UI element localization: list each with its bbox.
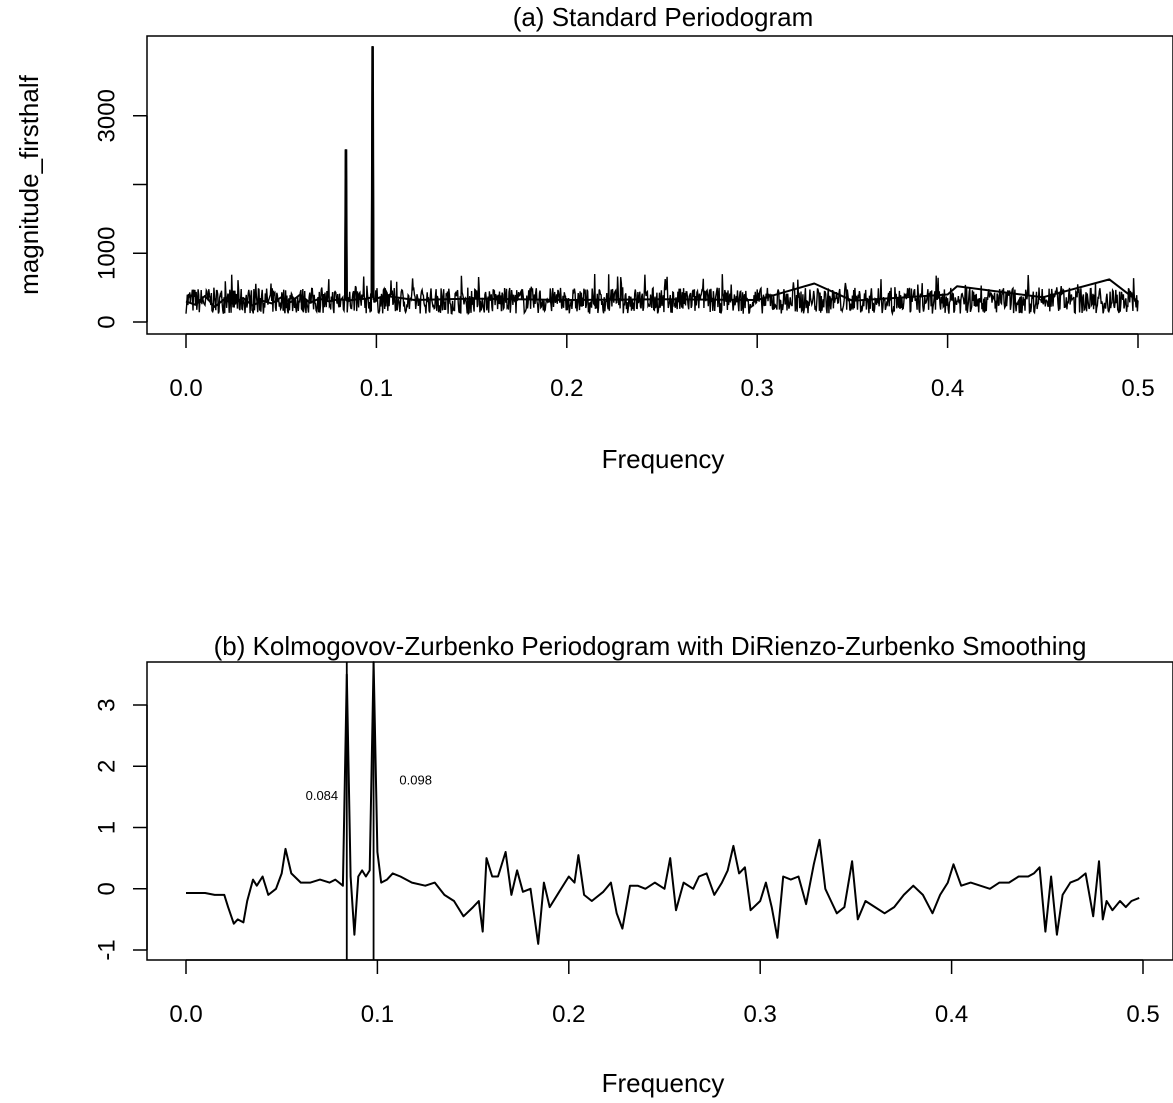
y-tick-label: 0 bbox=[93, 315, 120, 328]
x-tick-label: 0.3 bbox=[744, 1001, 777, 1028]
peak-annotation: 0.084 bbox=[306, 788, 339, 803]
series-line bbox=[186, 661, 1140, 945]
panel-b-annotations: 0.084 0.098 bbox=[306, 773, 432, 803]
x-tick-label: 0.4 bbox=[935, 1001, 968, 1028]
y-tick-label: 2 bbox=[93, 760, 120, 773]
x-tick-label: 0.2 bbox=[552, 1001, 585, 1028]
x-tick-label: 0.5 bbox=[1121, 375, 1154, 402]
y-tick-label: 1 bbox=[93, 821, 120, 834]
y-tick-label: 0 bbox=[93, 882, 120, 895]
panel-a-y-axis-title: magnitude_firsthalf bbox=[14, 74, 44, 294]
panel-a-plot-frame bbox=[146, 35, 1173, 335]
panel-a-series bbox=[185, 46, 1139, 317]
panel-a-x-axis: 0.0 0.1 0.2 0.3 0.4 0.5 bbox=[169, 333, 1155, 402]
y-tick-label: 1000 bbox=[93, 227, 120, 280]
x-tick-label: 0.2 bbox=[550, 375, 583, 402]
x-tick-label: 0.3 bbox=[741, 375, 774, 402]
panel-b-x-axis: 0.0 0.1 0.2 0.3 0.4 0.5 bbox=[169, 959, 1160, 1028]
x-tick-label: 0.0 bbox=[169, 375, 202, 402]
panel-b-title: (b) Kolmogovov-Zurbenko Periodogram with… bbox=[214, 631, 1087, 661]
panel-b-x-axis-title: Frequency bbox=[602, 1068, 725, 1098]
panel-b-plot-frame bbox=[146, 661, 1173, 961]
panel-a-y-axis: 0 1000 3000 bbox=[93, 89, 148, 329]
periodogram-noise-line bbox=[185, 46, 1139, 317]
panel-b-kz-periodogram: (b) Kolmogovov-Zurbenko Periodogram with… bbox=[93, 631, 1173, 1098]
panel-a-title: (a) Standard Periodogram bbox=[513, 2, 814, 32]
panel-b-peak-lines bbox=[345, 662, 375, 960]
panel-a-standard-periodogram: (a) Standard Periodogram magnitude_first… bbox=[14, 2, 1173, 474]
y-tick-label: 3 bbox=[93, 698, 120, 711]
panel-b-series bbox=[186, 661, 1140, 945]
series-line bbox=[185, 46, 1139, 308]
x-tick-label: 0.5 bbox=[1126, 1001, 1159, 1028]
x-tick-label: 0.4 bbox=[931, 375, 964, 402]
x-tick-label: 0.1 bbox=[360, 375, 393, 402]
panel-b-y-axis: -1 0 1 2 3 bbox=[93, 698, 148, 961]
peak-annotation: 0.098 bbox=[399, 773, 432, 788]
panel-a-x-axis-title: Frequency bbox=[602, 444, 725, 474]
y-tick-label: 3000 bbox=[93, 89, 120, 142]
x-tick-label: 0.1 bbox=[361, 1001, 394, 1028]
x-tick-label: 0.0 bbox=[169, 1001, 202, 1028]
y-tick-label: -1 bbox=[93, 939, 120, 960]
